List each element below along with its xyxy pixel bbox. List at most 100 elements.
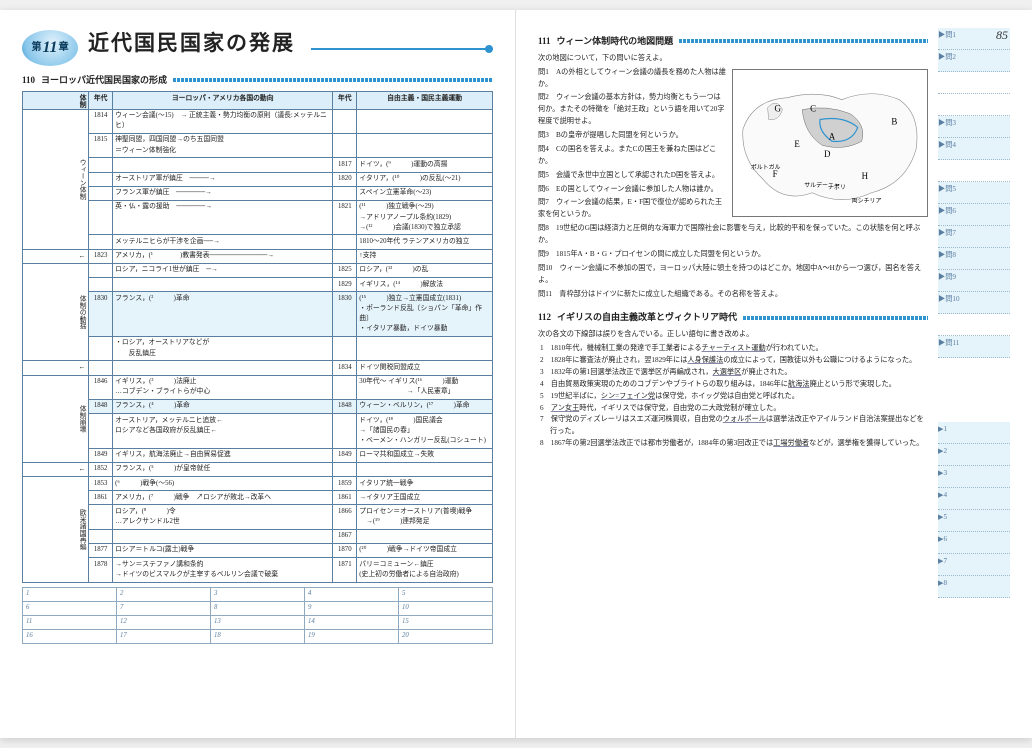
table-row: ウィーン体制1814ウィーン会議(～15) → 正統主義・勢力均衡の原則（議長:… [23, 109, 493, 133]
svg-text:D: D [824, 149, 831, 159]
cell: フランス，(⁴ )革命 [113, 399, 333, 413]
answer-grid: 1234567891011121314151617181920 [22, 587, 493, 644]
table-row: 1815神聖同盟，四国同盟→のち五国同盟 ＝ウィーン体制強化 [23, 133, 493, 157]
chapter-badge: 第 11 章 [22, 30, 78, 66]
grid-cell: 2 [117, 587, 211, 601]
grid-cell: 13 [211, 615, 305, 629]
cell [333, 186, 357, 200]
chapter-suffix: 章 [59, 40, 69, 55]
cell: ドイツ，(¹⁸ )国民議会 →「諸国民の春」 ・ベーメン・ハンガリー反乱(コシュ… [357, 414, 493, 449]
table-row: 1817ドイツ，(⁹ )運動の高揚 [23, 158, 493, 172]
cell: ウィーン・ベルリン，(¹⁷ )革命 [357, 399, 493, 413]
cell: アメリカ，(⁷ )戦争 ↗ロシアが敗北→改革へ [113, 491, 333, 505]
cell: ・ロシア，オーストリアなどが 反乱鎮圧 [113, 336, 333, 360]
cell [89, 414, 113, 449]
cell: ウィーン会議(～15) → 正統主義・勢力均衡の原則（議長:メッテルニヒ） [113, 109, 333, 133]
section-title: イギリスの自由主義改革とヴィクトリア時代 [557, 310, 737, 325]
section-112-head: 112 イギリスの自由主義改革とヴィクトリア時代 [538, 310, 928, 325]
cell [113, 529, 333, 543]
grid-cell: 1 [23, 587, 117, 601]
grid-cell: 17 [117, 629, 211, 643]
cell: 1814 [89, 109, 113, 133]
answer-line: ▶3 [938, 466, 1010, 488]
cell: 英・仏・露の援助 ──────→ [113, 200, 333, 235]
cell [113, 361, 333, 375]
chapter-rule [311, 48, 493, 50]
answer-line: ▶問10 [938, 292, 1010, 314]
regime-label: 体制の動揺 [23, 263, 89, 361]
table-row: 体制崩壊1846イギリス，(³ )法廃止 …コブデン・ブライトらが中心30年代～… [23, 375, 493, 399]
cell [333, 249, 357, 263]
cell: 1810～20年代 ラテンアメリカの独立 [357, 235, 493, 249]
section-rule [679, 39, 928, 43]
grid-cell: 12 [117, 615, 211, 629]
answer-line: ▶問11 [938, 336, 1010, 358]
svg-text:E: E [794, 139, 799, 149]
cell: ↑支持 [357, 249, 493, 263]
grid-cell: 20 [399, 629, 493, 643]
cell [357, 462, 493, 476]
textbook-spread: 第 11 章 近代国民国家の発展 110 ヨーロッパ近代国民国家の形成 体制 年… [0, 10, 1032, 738]
europe-map: A B C D E F G H ポルトガル ナポリ サルデーニャ 両シチリア [732, 69, 928, 217]
cell [333, 235, 357, 249]
grid-cell: 10 [399, 601, 493, 615]
cell: ロシア，ニコライ1世が鎮圧 ─→ [113, 263, 333, 277]
table-row: ・ロシア，オーストリアなどが 反乱鎮圧 [23, 336, 493, 360]
cell [89, 529, 113, 543]
cell: 30年代～ イギリス(¹⁶ )運動 →「人民憲章」 [357, 375, 493, 399]
cell: オーストリア軍が鎮圧 ────→ [113, 172, 333, 186]
cell: ロシア，(⁸ )令 …アレクサンドル2世 [113, 505, 333, 529]
right-page: 85 111 ウィーン体制時代の地図問題 次の地図について，下の問いに答えよ。 [516, 10, 1032, 738]
table-row: 1830フランス，(² )革命1830(¹⁵ )独立→立憲国成立(1831) ・… [23, 292, 493, 337]
grid-cell: 5 [399, 587, 493, 601]
chapter-number: 11 [42, 36, 57, 60]
table-row: オーストリア軍が鎮圧 ────→1820イタリア，(¹⁰ )の反乱(～21) [23, 172, 493, 186]
cell: 1849 [89, 448, 113, 462]
cell: 1846 [89, 375, 113, 399]
grid-cell: 15 [399, 615, 493, 629]
cell: イギリス，(¹⁴ )解放法 [357, 278, 493, 292]
table-row: 体制の動揺ロシア，ニコライ1世が鎮圧 ─→1825ロシア，(¹³ )の乱 [23, 263, 493, 277]
cell: 1877 [89, 543, 113, 557]
cell: 1834 [333, 361, 357, 375]
cell: (¹¹ )独立戦争(～29) →アドリアノープル条約(1829) →(¹² )会… [357, 200, 493, 235]
cell: 1830 [89, 292, 113, 337]
list-item: 4 自由貿易政策実現のためのコブデンやブライトらの取り組みは，1846年に航海法… [538, 379, 928, 391]
answer-line: ▶問5 [938, 182, 1010, 204]
cell [89, 505, 113, 529]
cell: 1871 [333, 558, 357, 582]
table-row: 1877ロシア＝トルコ(露土)戦争1870(²⁰ )戦争→ドイツ帝国成立 [23, 543, 493, 557]
cell [333, 109, 357, 133]
table-row: 欧米諸国再編1853(⁶ )戦争(～56)1859イタリア統一戦争 [23, 477, 493, 491]
cell: イギリス，航海法廃止→自由貿易促進 [113, 448, 333, 462]
question: 問9 1815年A・B・G・プロイセンの間に成立した同盟を何というか。 [538, 249, 928, 261]
table-row: ロシア，(⁸ )令 …アレクサンドル2世1866プロイセン＝オーストリア(普墺)… [23, 505, 493, 529]
table-row: 1849イギリス，航海法廃止→自由貿易促進1849ローマ共和国成立→失敗 [23, 448, 493, 462]
cell: 1878 [89, 558, 113, 582]
cell [333, 375, 357, 399]
cell [113, 278, 333, 292]
table-row: 1867 [23, 529, 493, 543]
list-item: 7 保守党のディズレーリはスエズ運河株買収，自由党のウォルポールは選挙法改正やア… [538, 414, 928, 438]
table-row: オーストリア，メッテルニヒ追放← ロシアなど各国政府が反乱鎮圧←ドイツ，(¹⁸ … [23, 414, 493, 449]
cell [89, 263, 113, 277]
regime-label: ↓ [23, 249, 89, 263]
table-row: 1112131415 [23, 615, 493, 629]
table-row: ↓1852フランス，(⁵ )が皇帝就任 [23, 462, 493, 476]
table-row: 1617181920 [23, 629, 493, 643]
cell: 1820 [333, 172, 357, 186]
cell: フランス，(⁵ )が皇帝就任 [113, 462, 333, 476]
chapter-prefix: 第 [31, 40, 41, 55]
svg-text:ポルトガル: ポルトガル [751, 163, 781, 171]
answer-line: ▶8 [938, 576, 1010, 598]
grid-cell: 6 [23, 601, 117, 615]
grid-cell: 9 [305, 601, 399, 615]
items-112: 1 1810年代，機械制工業の発達で手工業者によるチャーティスト運動が行われてい… [538, 343, 928, 450]
cell: 1853 [89, 477, 113, 491]
answer-line: ▶問9 [938, 270, 1010, 292]
svg-text:A: A [829, 131, 836, 141]
section-rule [743, 316, 928, 320]
cell: 1852 [89, 462, 113, 476]
cell: プロイセン＝オーストリア(普墺)戦争 →(¹⁹ )連邦発足 [357, 505, 493, 529]
regime-label: 体制崩壊 [23, 375, 89, 462]
